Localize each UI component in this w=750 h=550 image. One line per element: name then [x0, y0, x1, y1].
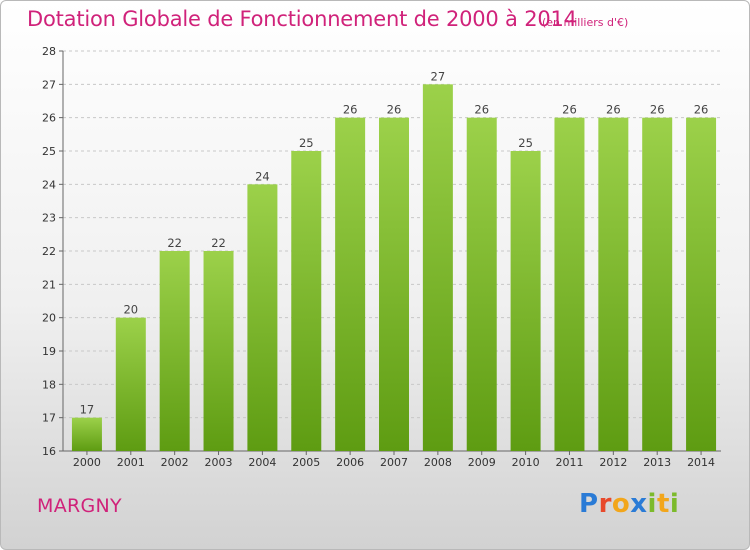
data-label-2013: 26	[650, 103, 665, 117]
logo-letter: i	[647, 489, 657, 519]
y-tick-label: 24	[42, 178, 56, 191]
x-tick-label-2007: 2007	[380, 456, 408, 469]
bars	[71, 84, 717, 452]
y-tick-label: 18	[42, 378, 56, 391]
bar-2001	[115, 317, 146, 451]
chart-subtitle: (en milliers d'€)	[542, 16, 629, 29]
x-tick-label-2010: 2010	[512, 456, 540, 469]
bar-2004	[247, 184, 278, 452]
bar-2002	[159, 251, 190, 451]
y-tick-label: 28	[42, 45, 56, 58]
x-tick-label-2004: 2004	[248, 456, 276, 469]
data-label-2008: 27	[431, 69, 446, 83]
logo-letter: r	[598, 489, 612, 519]
data-label-2011: 26	[562, 103, 577, 117]
proxiti-logo[interactable]: Proxiti	[579, 489, 679, 519]
y-tick-label: 16	[42, 445, 56, 458]
y-tick-label: 19	[42, 345, 56, 358]
x-tick-label-2011: 2011	[555, 456, 583, 469]
logo-letter: x	[630, 489, 648, 519]
y-tick-label: 25	[42, 145, 56, 158]
data-label-2003: 22	[211, 236, 226, 250]
data-label-2012: 26	[606, 103, 621, 117]
bar-2003	[203, 251, 234, 451]
x-tick-label-2014: 2014	[687, 456, 715, 469]
y-tick-label: 27	[42, 78, 56, 91]
data-label-2007: 26	[387, 103, 402, 117]
data-label-2000: 17	[80, 403, 95, 417]
data-label-2009: 26	[474, 103, 489, 117]
x-tick-label-2008: 2008	[424, 456, 452, 469]
data-label-2010: 25	[518, 136, 533, 150]
y-tick-label: 17	[42, 412, 56, 425]
data-label-2005: 25	[299, 136, 314, 150]
bar-2009	[466, 117, 497, 452]
logo-letter: o	[611, 489, 631, 519]
bar-2011	[554, 117, 585, 452]
bar-2005	[291, 151, 322, 451]
bar-2010	[510, 151, 541, 451]
x-tick-label-2002: 2002	[161, 456, 189, 469]
x-tick-label-2005: 2005	[292, 456, 320, 469]
commune-name: MARGNY	[37, 495, 122, 517]
bar-2007	[379, 117, 409, 452]
axes: 16 17 18 19 20 21 22 23 24 25 26 27 28 2000 2001 2002 20…	[42, 45, 721, 469]
y-tick-label: 20	[42, 312, 56, 325]
x-tick-label-2013: 2013	[643, 456, 671, 469]
data-label-2014: 26	[694, 103, 709, 117]
y-tick-label: 23	[42, 212, 56, 225]
data-label-2004: 24	[255, 169, 270, 183]
bar-2012	[598, 117, 629, 452]
y-tick-label: 21	[42, 278, 56, 291]
bar-2006	[335, 117, 366, 452]
y-tick-label: 26	[42, 112, 56, 125]
x-tick-label-2006: 2006	[336, 456, 364, 469]
y-tick-label: 22	[42, 245, 56, 258]
data-label-2002: 22	[167, 236, 182, 250]
bar-2000	[71, 417, 102, 451]
data-labels: 17 20 22 22 24 25 26 26 27 26 25 26 26 26 26	[80, 69, 709, 416]
logo-letter: t	[656, 489, 670, 519]
bar-2008	[422, 84, 453, 451]
data-label-2001: 20	[123, 303, 138, 317]
bar-2013	[642, 117, 673, 452]
x-tick-label-2009: 2009	[468, 456, 496, 469]
data-label-2006: 26	[343, 103, 358, 117]
bar-2014	[686, 117, 717, 452]
chart-title: Dotation Globale de Fonctionnement de 20…	[27, 7, 577, 31]
logo-letter: i	[669, 489, 680, 519]
x-tick-label-2000: 2000	[73, 456, 101, 469]
logo-letter: P	[579, 489, 599, 519]
x-tick-label-2001: 2001	[117, 456, 145, 469]
x-tick-label-2003: 2003	[205, 456, 233, 469]
x-tick-label-2012: 2012	[599, 456, 627, 469]
